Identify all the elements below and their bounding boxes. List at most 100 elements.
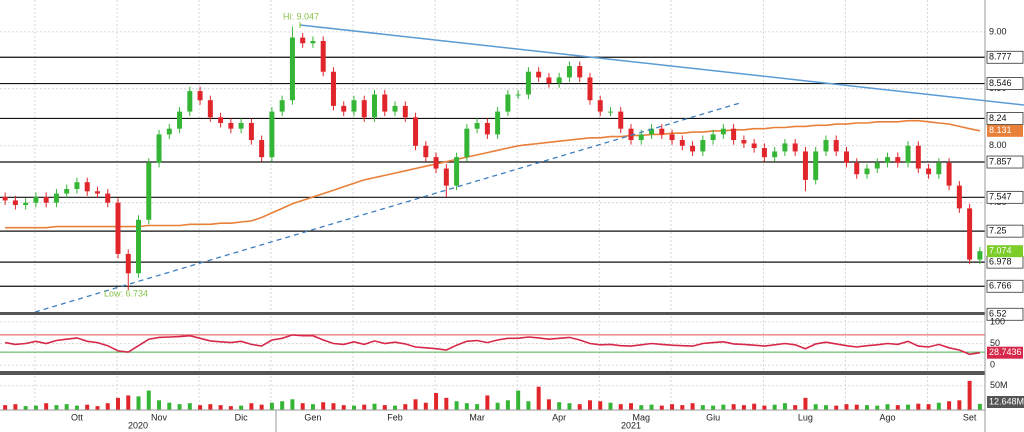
candle-body: [690, 145, 696, 152]
candle-body: [310, 40, 316, 44]
candle-body: [597, 100, 603, 112]
volume-bar: [700, 405, 705, 410]
volume-bar: [331, 403, 336, 410]
candle-body: [464, 128, 470, 158]
level-label-box: [986, 224, 1024, 238]
candle-body: [792, 143, 798, 152]
volume-bar: [382, 405, 387, 410]
candle-body: [207, 100, 213, 118]
candle-body: [607, 111, 613, 113]
candle-body: [74, 182, 80, 190]
volume-bar: [916, 403, 921, 410]
level-label: 8.777: [989, 52, 1012, 62]
year-label: 2020: [128, 420, 148, 430]
volume-bar: [269, 402, 274, 410]
volume-bar: [218, 405, 223, 410]
volume-bar: [54, 405, 59, 410]
candle-body: [915, 145, 921, 169]
rsi-last-label: 28.7436: [989, 347, 1022, 357]
volume-bar: [516, 390, 521, 410]
last-price-label-box: [987, 245, 1023, 258]
candle-body: [392, 105, 398, 112]
candle-body: [53, 193, 59, 203]
volume-bar: [95, 406, 100, 410]
candle-body: [495, 111, 501, 135]
volume-bar: [126, 395, 131, 410]
volume-bar: [536, 386, 541, 410]
candle-body: [269, 111, 275, 158]
volume-bar: [290, 399, 295, 410]
candle-body: [710, 134, 716, 141]
volume-bar: [762, 405, 767, 410]
candle-body: [905, 145, 911, 163]
candle-body: [946, 162, 952, 186]
volume-bar: [772, 404, 777, 410]
volume-bar: [105, 403, 110, 410]
volume-bar: [546, 399, 551, 410]
volume-bar: [598, 401, 603, 410]
y-tick-label: 9.00: [989, 26, 1007, 36]
candle-body: [484, 122, 490, 135]
volume-bar: [33, 405, 38, 410]
candle-body: [351, 100, 357, 112]
volume-bar: [300, 403, 305, 410]
candle-body: [115, 202, 121, 254]
volume-bar: [3, 405, 8, 410]
volume-bar: [239, 405, 244, 410]
y-tick-label: 8.00: [989, 140, 1007, 150]
volume-bar: [865, 405, 870, 410]
candle-body: [618, 111, 624, 129]
x-tick-label: Feb: [387, 412, 403, 422]
volume-bar: [947, 401, 952, 410]
volume-bar: [362, 404, 367, 410]
volume-bar: [629, 403, 634, 410]
y-tick-label: 50M: [990, 380, 1008, 390]
candle-body: [238, 122, 244, 129]
volume-bar: [372, 403, 377, 410]
volume-bar: [280, 401, 285, 410]
volume-bar: [752, 403, 757, 410]
candle-body: [895, 157, 901, 163]
x-tick-label: Ott: [71, 412, 84, 422]
level-label: 7.857: [989, 156, 1012, 166]
volume-bar: [444, 397, 449, 410]
x-tick-label: Ago: [880, 412, 896, 422]
candle-body: [156, 134, 162, 163]
rsi-last-label-box: [987, 346, 1023, 359]
volume-bar: [690, 403, 695, 410]
volume-bar: [741, 405, 746, 410]
level-label-box: [986, 279, 1024, 293]
volume-bar: [146, 390, 151, 410]
ma-last-label-box: [987, 124, 1023, 137]
x-tick-label: Lug: [798, 412, 813, 422]
candle-body: [382, 94, 388, 112]
candle-body: [638, 134, 644, 141]
volume-bar: [567, 403, 572, 410]
candle-body: [197, 91, 203, 101]
level-label: 8.546: [989, 78, 1012, 88]
volume-bar: [115, 397, 120, 410]
volume-bar: [618, 404, 623, 410]
candle-body: [33, 196, 39, 203]
level-label-box: [986, 50, 1024, 64]
last-price-label: 7.074: [989, 246, 1012, 256]
volume-bar: [721, 404, 726, 410]
y-tick-label: 0: [990, 359, 995, 369]
panel-separator: [0, 312, 985, 315]
volume-bar: [351, 405, 356, 410]
candle-body: [341, 105, 347, 112]
volume-bar: [577, 404, 582, 410]
candle-body: [279, 100, 285, 112]
x-tick-label: Giu: [706, 412, 720, 422]
volume-bar: [967, 380, 972, 410]
candle-body: [94, 191, 100, 194]
candle-body: [515, 94, 521, 96]
candle-body: [813, 151, 819, 180]
volume-bar: [187, 403, 192, 410]
candle-body: [218, 117, 224, 123]
volume-bar: [485, 395, 490, 410]
candle-body: [474, 122, 480, 129]
volume-bar: [587, 400, 592, 410]
volume-bar: [259, 404, 264, 410]
